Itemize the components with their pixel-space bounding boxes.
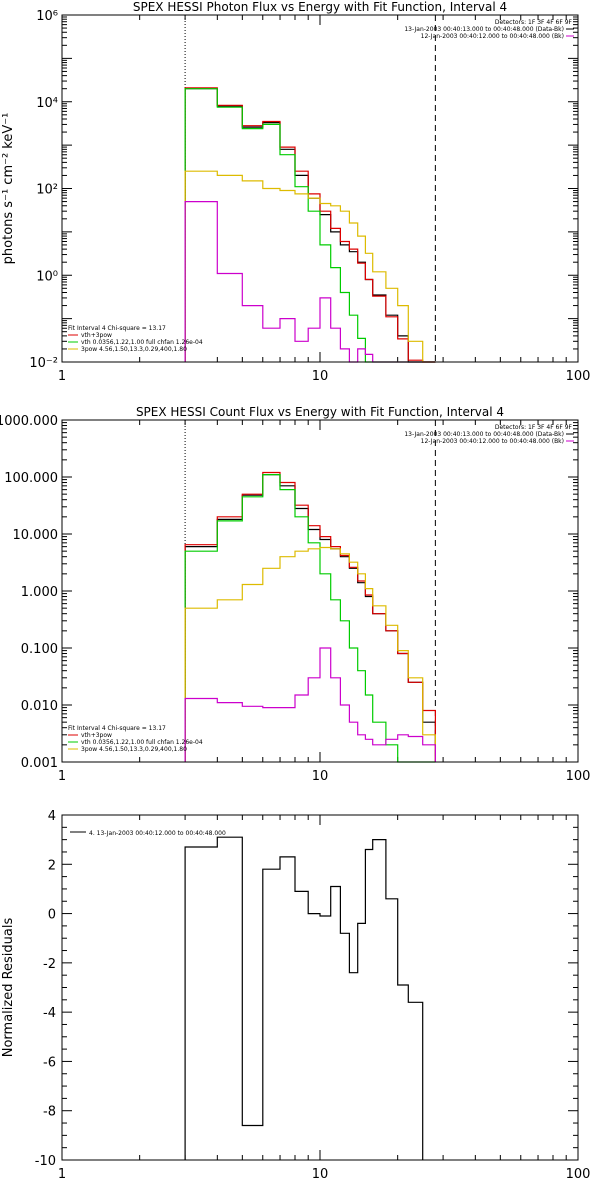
legend-header: Detectors: 1F 3F 4F 6F 9F <box>495 424 573 431</box>
x-tick-label: 100 <box>566 369 591 384</box>
y-tick-label: 4 <box>48 809 56 824</box>
y-tick-label: 10² <box>36 183 58 198</box>
chart-panel-2: SPEX HESSI Count Flux vs Energy with Fit… <box>0 405 590 784</box>
y-tick-label: 0.010 <box>21 699 58 714</box>
series-line-1 <box>184 88 436 363</box>
legend-entry: 3pow 4.56,1.50,13.3,0.29,400,1.80 <box>81 746 187 753</box>
legend-entry: vth+3pow <box>81 332 112 339</box>
legend-entry: vth 0.0356,1.22,1.00 full chfan 1.26e-04 <box>81 339 203 346</box>
y-tick-label: 10⁴ <box>36 96 58 111</box>
y-tick-label: 10⁰ <box>36 269 58 284</box>
y-tick-label: -6 <box>43 1055 56 1070</box>
legend-entry: 4. 13-Jan-2003 00:40:12.000 to 00:40:48.… <box>89 830 226 837</box>
y-tick-label: -4 <box>43 1006 56 1021</box>
series-line-5 <box>184 201 436 363</box>
y-tick-label: 0.001 <box>21 756 58 771</box>
y-tick-label: -8 <box>43 1105 56 1120</box>
series-line-5 <box>184 647 436 762</box>
series-line-1 <box>184 836 424 1160</box>
series-line-4 <box>184 546 436 762</box>
legend-entry: 12-Jan-2003 00:40:12.000 to 00:40:48.000… <box>421 438 564 445</box>
legend-entry: 12-Jan-2003 00:40:12.000 to 00:40:48.000… <box>421 33 564 40</box>
y-tick-label: 10⁶ <box>36 9 58 24</box>
x-tick-label: 100 <box>566 769 591 784</box>
y-tick-label: 100.000 <box>4 471 58 486</box>
legend-entry: 3pow 4.56,1.50,13.3,0.29,400,1.80 <box>81 346 187 353</box>
y-tick-label: -2 <box>43 957 56 972</box>
series-line-2 <box>184 87 436 363</box>
series-line-3 <box>184 474 436 763</box>
y-tick-label: 0 <box>48 908 56 923</box>
series-line-2 <box>184 471 436 762</box>
y-tick-label: 1.000 <box>21 585 58 600</box>
plot-frame <box>61 419 579 763</box>
y-axis-label: Normalized Residuals <box>1 918 16 1058</box>
chart-title: SPEX HESSI Photon Flux vs Energy with Fi… <box>133 0 507 14</box>
y-tick-label: 2 <box>48 858 56 873</box>
x-axis-ticks <box>61 420 567 762</box>
y-tick-label: 10⁻² <box>29 356 58 371</box>
chart-panel-3: 1 10 100 -10 -8 -6 -4 -2 0 2 4 Normalized Residuals… <box>1 809 590 1182</box>
x-axis-ticks <box>61 15 567 362</box>
chart-panel-1: SPEX HESSI Photon Flux vs Energy with Fi… <box>1 0 590 384</box>
y-axis-ticks <box>62 422 578 763</box>
y-tick-label: 1000.000 <box>0 414 58 429</box>
plot-frame <box>61 14 579 363</box>
x-axis-ticks <box>61 815 567 1160</box>
x-tick-label: 1 <box>58 769 66 784</box>
y-tick-label: -10 <box>35 1154 56 1169</box>
legend-entry: vth 0.0356,1.22,1.00 full chfan 1.26e-04 <box>81 739 203 746</box>
chart-title: SPEX HESSI Count Flux vs Energy with Fit… <box>136 405 504 419</box>
x-tick-label: 10 <box>312 769 329 784</box>
legend-header: Detectors: 1F 3F 4F 6F 9F <box>495 19 573 26</box>
y-axis-label: photons s⁻¹ cm⁻² keV⁻¹ <box>1 113 16 265</box>
legend-entry: 13-Jan-2003 00:40:13.000 to 00:40:48.000… <box>404 431 564 438</box>
x-tick-label: 1 <box>58 1167 66 1182</box>
y-tick-label: 10.000 <box>13 528 59 543</box>
legend-entry: vth+3pow <box>81 732 112 739</box>
x-tick-label: 10 <box>312 369 329 384</box>
series-line-1 <box>184 474 436 762</box>
y-tick-label: 0.100 <box>21 642 58 657</box>
x-tick-label: 1 <box>58 369 66 384</box>
y-axis-ticks <box>62 814 578 1161</box>
series-line-4 <box>184 170 436 363</box>
legend-header: Fit Interval 4 Chi-square = 13.17 <box>68 325 166 332</box>
x-tick-label: 10 <box>312 1167 329 1182</box>
legend-entry: 13-Jan-2003 00:40:13.000 to 00:40:48.000… <box>404 26 564 33</box>
plot-frame <box>61 814 579 1161</box>
legend-header: Fit Interval 4 Chi-square = 13.17 <box>68 725 166 732</box>
x-tick-label: 100 <box>566 1167 591 1182</box>
